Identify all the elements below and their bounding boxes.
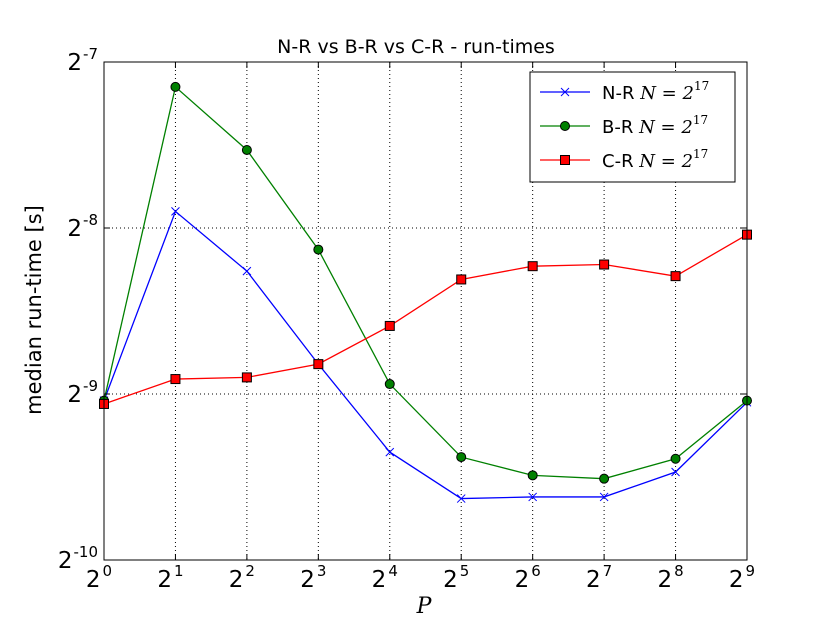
series-line xyxy=(103,85,748,480)
legend-label: C-R N = 217 xyxy=(602,147,708,172)
legend-marker xyxy=(560,87,570,97)
data-point xyxy=(171,207,180,216)
x-axis-label: P xyxy=(416,594,433,619)
ticks xyxy=(103,61,748,561)
data-point xyxy=(241,144,252,155)
data-point xyxy=(170,81,181,92)
y-tick-label: 2-9 xyxy=(67,377,98,408)
data-point xyxy=(384,320,395,331)
legend-label: B-R N = 217 xyxy=(602,113,708,138)
legend-label: N-R N = 217 xyxy=(602,79,709,104)
legend: N-R N = 217 B-R N = 217 C-R N = 217 xyxy=(529,71,736,183)
data-point xyxy=(527,470,538,481)
data-point xyxy=(527,261,538,272)
chart-title: N-R vs B-R vs C-R - run-times xyxy=(277,36,555,58)
y-axis-label: median run-time [s] xyxy=(22,205,46,415)
y-tick-label: 2-7 xyxy=(67,45,98,76)
data-point xyxy=(384,379,395,390)
data-point xyxy=(170,374,181,385)
legend-item: N-R N = 217 xyxy=(540,79,709,104)
data-point xyxy=(313,244,324,255)
data-point xyxy=(385,447,395,457)
series-line xyxy=(103,210,748,500)
y-tick-label: 2-10 xyxy=(58,543,98,574)
data-point xyxy=(599,492,609,502)
legend-marker xyxy=(560,121,570,131)
data-point xyxy=(528,492,538,502)
y-tick-label: 2-8 xyxy=(67,211,98,242)
series-line xyxy=(103,234,748,405)
grid xyxy=(104,62,747,560)
data-point xyxy=(456,494,466,503)
data-point xyxy=(670,271,681,282)
y-tick-labels: 2-10 2-9 2-8 2-7 xyxy=(58,45,98,574)
data-point xyxy=(599,473,610,484)
legend-marker xyxy=(560,155,570,165)
data-point xyxy=(241,372,252,383)
data-point xyxy=(456,274,467,285)
data-point xyxy=(456,452,467,463)
legend-item: B-R N = 217 xyxy=(540,113,708,138)
series-layer xyxy=(99,81,752,503)
data-point xyxy=(599,259,610,270)
data-point xyxy=(313,359,324,370)
data-point xyxy=(671,467,680,477)
plot-frame xyxy=(103,61,748,561)
legend-item: C-R N = 217 xyxy=(540,147,708,172)
data-point xyxy=(242,266,252,276)
data-point xyxy=(670,453,681,464)
